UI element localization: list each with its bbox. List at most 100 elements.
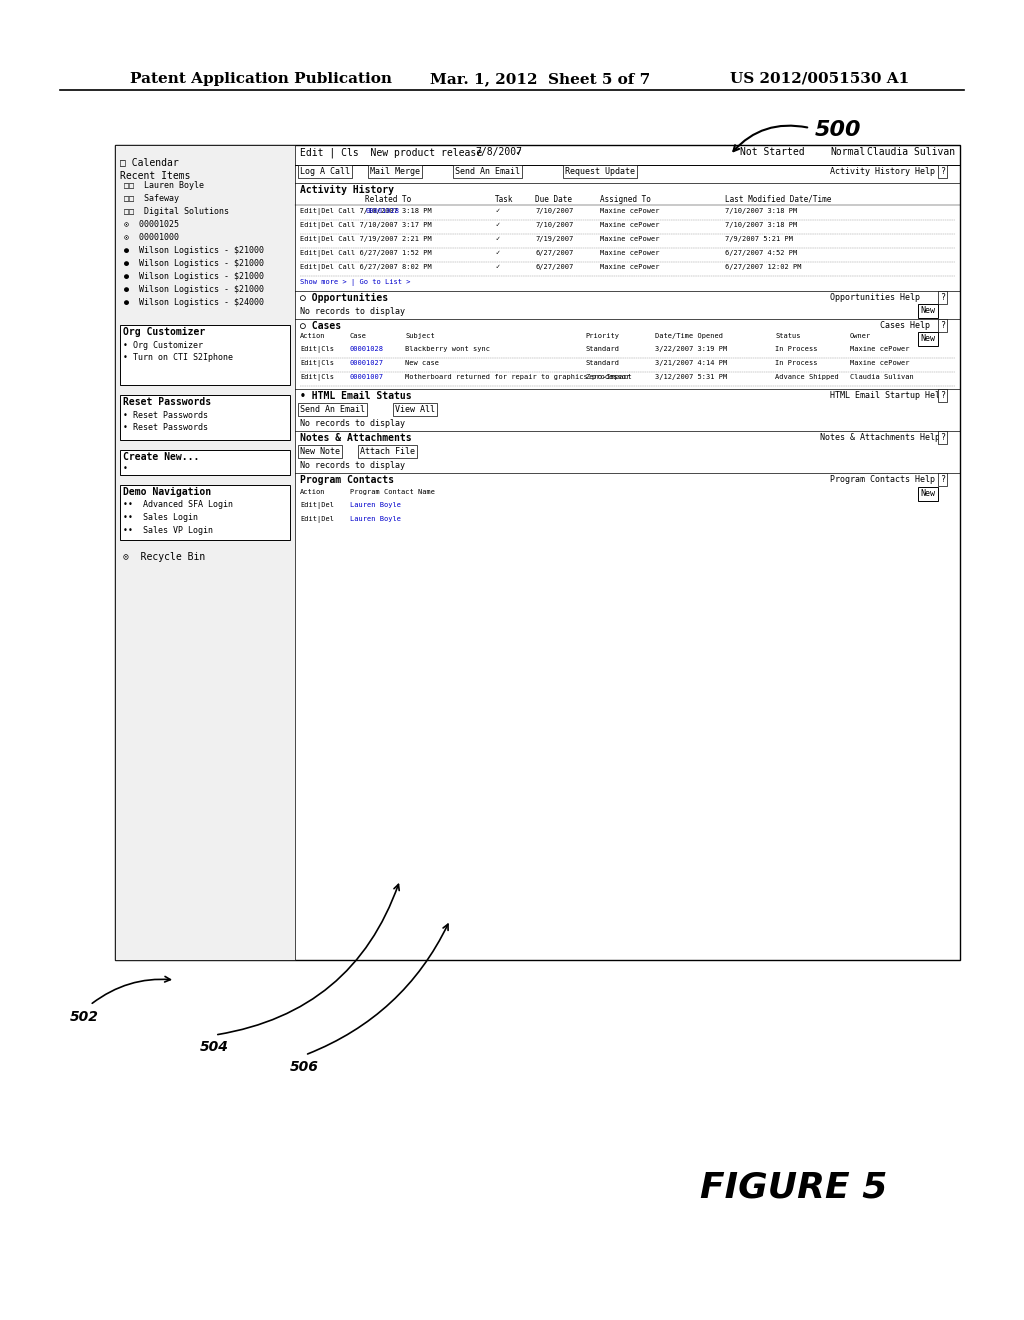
Text: 3/21/2007 4:14 PM: 3/21/2007 4:14 PM xyxy=(655,360,727,366)
Text: Recent Items: Recent Items xyxy=(120,172,190,181)
Text: 7/10/2007: 7/10/2007 xyxy=(535,209,573,214)
Text: ?: ? xyxy=(940,475,945,484)
Text: Related To: Related To xyxy=(365,195,412,205)
Text: FIGURE 5: FIGURE 5 xyxy=(700,1170,888,1204)
Text: ●  Wilson Logistics - $21000: ● Wilson Logistics - $21000 xyxy=(124,246,264,255)
Bar xyxy=(120,484,290,540)
Text: Action: Action xyxy=(300,488,326,495)
Text: Opportunities Help: Opportunities Help xyxy=(830,293,920,302)
Text: Task: Task xyxy=(495,195,513,205)
Text: □ Calendar: □ Calendar xyxy=(120,157,179,168)
Text: 7/19/2007: 7/19/2007 xyxy=(535,236,573,242)
Text: Maxine cePower: Maxine cePower xyxy=(850,346,909,352)
Text: Mar. 1, 2012  Sheet 5 of 7: Mar. 1, 2012 Sheet 5 of 7 xyxy=(430,73,650,86)
Text: ••  Sales VP Login: •• Sales VP Login xyxy=(123,525,213,535)
Text: Edit|Del Call 7/10/2007 3:18 PM: Edit|Del Call 7/10/2007 3:18 PM xyxy=(300,209,432,215)
Text: Cases Help: Cases Help xyxy=(880,321,930,330)
Text: View All: View All xyxy=(395,405,435,414)
Text: Zero-Impact: Zero-Impact xyxy=(585,374,632,380)
Text: ?: ? xyxy=(940,321,945,330)
Text: ●  Wilson Logistics - $21000: ● Wilson Logistics - $21000 xyxy=(124,285,264,294)
Text: 7/10/2007 3:18 PM: 7/10/2007 3:18 PM xyxy=(725,209,798,214)
Text: ••  Sales Login: •• Sales Login xyxy=(123,513,198,521)
Text: New Note: New Note xyxy=(300,447,340,455)
Text: ✓: ✓ xyxy=(495,264,500,271)
Text: ●  Wilson Logistics - $21000: ● Wilson Logistics - $21000 xyxy=(124,259,264,268)
Text: Edit|Cls: Edit|Cls xyxy=(300,346,334,352)
Text: □□  Digital Solutions: □□ Digital Solutions xyxy=(124,207,229,216)
Text: No records to display: No records to display xyxy=(300,308,406,315)
Text: Edit|Del Call 7/19/2007 2:21 PM: Edit|Del Call 7/19/2007 2:21 PM xyxy=(300,236,432,243)
Text: Edit|Del: Edit|Del xyxy=(300,502,334,510)
Text: 500: 500 xyxy=(815,120,861,140)
Text: 3/22/2007 3:19 PM: 3/22/2007 3:19 PM xyxy=(655,346,727,352)
Text: New: New xyxy=(920,306,935,315)
Text: ✓: ✓ xyxy=(495,222,500,228)
Text: Edit|Del: Edit|Del xyxy=(300,516,334,523)
Text: Maxine cePower: Maxine cePower xyxy=(600,249,659,256)
Text: New case: New case xyxy=(406,360,439,366)
Text: Maxine cePower: Maxine cePower xyxy=(600,264,659,271)
Text: Edit|Del Call 7/10/2007 3:17 PM: Edit|Del Call 7/10/2007 3:17 PM xyxy=(300,222,432,228)
Text: No records to display: No records to display xyxy=(300,418,406,428)
Text: Standard: Standard xyxy=(585,346,618,352)
Text: • HTML Email Status: • HTML Email Status xyxy=(300,391,412,401)
Text: ●  Wilson Logistics - $24000: ● Wilson Logistics - $24000 xyxy=(124,298,264,308)
Text: ✓: ✓ xyxy=(495,249,500,256)
Text: Create New...: Create New... xyxy=(123,451,200,462)
Bar xyxy=(120,395,290,440)
Text: Edit|Cls: Edit|Cls xyxy=(300,360,334,367)
Text: Program Contacts: Program Contacts xyxy=(300,475,394,484)
Text: ●  Wilson Logistics - $21000: ● Wilson Logistics - $21000 xyxy=(124,272,264,281)
Text: Blackberry wont sync: Blackberry wont sync xyxy=(406,346,490,352)
Text: Edit | Cls  New product release: Edit | Cls New product release xyxy=(300,147,482,157)
Text: ✓: ✓ xyxy=(515,147,521,157)
Text: Assigned To: Assigned To xyxy=(600,195,651,205)
Text: 00001007: 00001007 xyxy=(350,374,384,380)
Text: ⊙  00001025: ⊙ 00001025 xyxy=(124,220,179,228)
Text: 7/10/2007: 7/10/2007 xyxy=(535,222,573,228)
Text: Standard: Standard xyxy=(585,360,618,366)
Text: 00001027: 00001027 xyxy=(350,360,384,366)
Text: Maxine cePower: Maxine cePower xyxy=(850,360,909,366)
Bar xyxy=(115,145,295,960)
Text: Priority: Priority xyxy=(585,333,618,339)
Text: New: New xyxy=(920,488,935,498)
Text: • Turn on CTI S2Iphone: • Turn on CTI S2Iphone xyxy=(123,352,233,362)
Text: ?: ? xyxy=(940,391,945,400)
Text: Program Contacts Help: Program Contacts Help xyxy=(830,475,935,484)
Text: Not Started: Not Started xyxy=(740,147,805,157)
Text: Action: Action xyxy=(300,333,326,339)
Bar xyxy=(115,145,961,960)
Text: Maxine cePower: Maxine cePower xyxy=(600,222,659,228)
Text: ○ Cases: ○ Cases xyxy=(300,321,341,331)
Text: No records to display: No records to display xyxy=(300,461,406,470)
Text: Subject: Subject xyxy=(406,333,435,339)
Text: Mail Merge: Mail Merge xyxy=(370,168,420,176)
Bar xyxy=(120,450,290,475)
Text: □□  Safeway: □□ Safeway xyxy=(124,194,179,203)
Text: Maxine cePower: Maxine cePower xyxy=(600,236,659,242)
Text: Patent Application Publication: Patent Application Publication xyxy=(130,73,392,86)
Text: ✓: ✓ xyxy=(495,209,500,214)
Text: 6/27/2007: 6/27/2007 xyxy=(535,264,573,271)
Text: 506: 506 xyxy=(290,1060,318,1074)
Text: ⊙  Recycle Bin: ⊙ Recycle Bin xyxy=(123,552,205,562)
Text: ••  Advanced SFA Login: •• Advanced SFA Login xyxy=(123,500,233,510)
Text: 6/27/2007: 6/27/2007 xyxy=(535,249,573,256)
Bar xyxy=(120,325,290,385)
Text: HTML Email Startup Help: HTML Email Startup Help xyxy=(830,391,945,400)
Text: In Process: In Process xyxy=(775,360,817,366)
Text: New: New xyxy=(920,334,935,343)
Text: 504: 504 xyxy=(200,1040,229,1053)
Text: 00001028: 00001028 xyxy=(365,209,399,214)
Text: • Reset Passwords: • Reset Passwords xyxy=(123,411,208,420)
Text: 6/27/2007 4:52 PM: 6/27/2007 4:52 PM xyxy=(725,249,798,256)
Text: Normal: Normal xyxy=(830,147,865,157)
Text: Reset Passwords: Reset Passwords xyxy=(123,397,211,407)
Text: Request Update: Request Update xyxy=(565,168,635,176)
Text: Activity History Help: Activity History Help xyxy=(830,168,935,176)
Text: Case: Case xyxy=(350,333,367,339)
Text: Owner: Owner xyxy=(850,333,871,339)
Text: ?: ? xyxy=(940,168,945,176)
